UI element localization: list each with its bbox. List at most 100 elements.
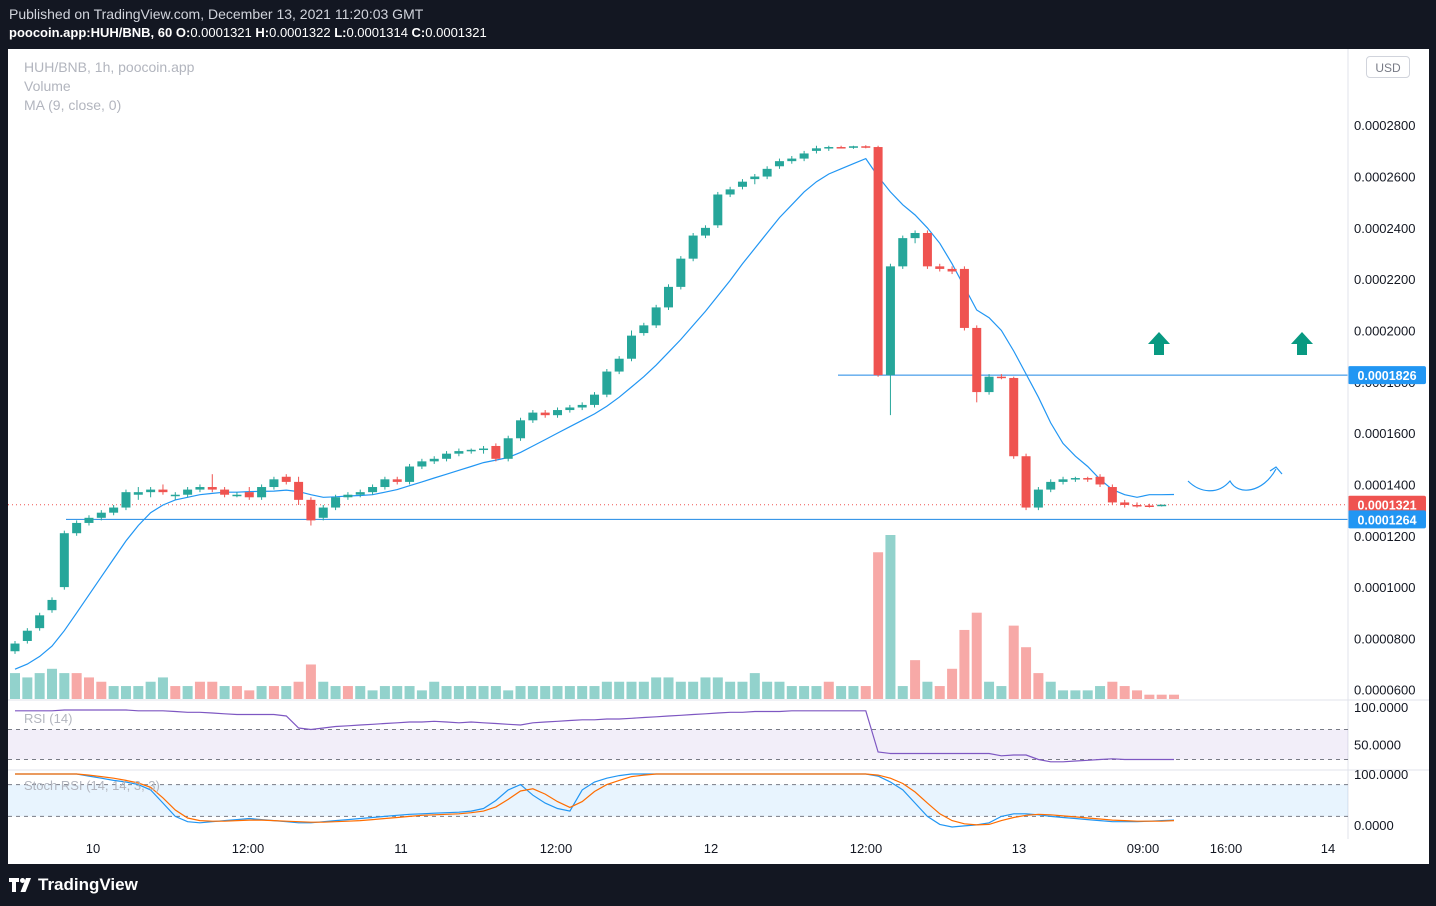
candle-body <box>195 487 205 490</box>
candle-body <box>1083 478 1093 480</box>
price-label-box <box>1348 510 1426 529</box>
volume-bar <box>256 686 267 699</box>
rsi-line <box>15 709 1174 763</box>
price-label-box <box>1348 366 1426 385</box>
candle-body <box>133 492 143 495</box>
candle-body <box>269 479 279 488</box>
candle-body <box>392 479 402 482</box>
volume-bar <box>922 681 933 699</box>
volume-bar <box>860 686 871 699</box>
volume-bar <box>971 612 982 699</box>
candle-body <box>35 615 45 629</box>
volume-bar <box>1156 694 1167 699</box>
candle-body <box>553 410 563 416</box>
volume-bar <box>725 681 736 699</box>
volume-bar <box>737 681 748 699</box>
x-tick-label: 11 <box>394 841 408 856</box>
volume-bar <box>22 677 33 699</box>
rsi-legend[interactable]: RSI (14) <box>24 711 73 726</box>
volume-bar <box>157 677 168 699</box>
candle-body <box>811 148 821 151</box>
volume-bar <box>947 668 958 699</box>
volume-legend[interactable]: Volume <box>24 78 71 94</box>
candle-body <box>479 448 489 451</box>
price-chart[interactable]: 10 12:00 11 12:00 12 12:00 13 09:00 16:00 14 0.000… <box>8 49 1429 864</box>
candle-body <box>84 517 94 523</box>
y-tick-label: 0.0001400 <box>1354 477 1415 492</box>
candle-body <box>614 358 624 372</box>
volume-bar <box>712 677 723 699</box>
x-tick-label: 10 <box>86 841 100 856</box>
close-value: 0.0001321 <box>425 25 487 40</box>
candle-body <box>651 307 661 326</box>
candle-body <box>1070 478 1080 480</box>
candle-body <box>824 147 834 149</box>
volume-bar <box>848 686 859 699</box>
candle-body <box>750 176 760 180</box>
y-tick-label: 0.0002600 <box>1354 170 1415 185</box>
candle-body <box>22 630 32 641</box>
volume-bar <box>1008 625 1019 699</box>
volume-bar <box>318 681 329 699</box>
x-tick-label: 14 <box>1321 841 1335 856</box>
volume-bar <box>934 686 945 699</box>
candle-body <box>898 238 908 267</box>
stoch-rsi-legend[interactable]: Stoch RSI (14, 14, 3, 3) <box>24 778 160 793</box>
candle-body <box>1033 489 1043 508</box>
candle-body <box>220 489 230 495</box>
volume-bar <box>589 686 600 699</box>
volume-bar <box>811 686 822 699</box>
volume-bar <box>59 673 70 699</box>
volume-bar <box>688 681 699 699</box>
candle-body <box>774 161 784 167</box>
volume-bar <box>466 686 477 699</box>
candle-body <box>663 286 673 308</box>
y-tick-label: 0.0002400 <box>1354 221 1415 236</box>
candle-body <box>799 153 809 159</box>
currency-button[interactable]: USD <box>1366 56 1410 78</box>
x-tick-label: 12:00 <box>850 841 883 856</box>
volume-bar <box>873 552 884 699</box>
ohlc-line: poocoin.app:HUH/BNB, 60 O:0.0001321 H:0.… <box>9 25 487 40</box>
candle-body <box>170 494 180 497</box>
up-arrow-annotation <box>1148 332 1170 355</box>
ma-line <box>14 157 1175 670</box>
candle-body <box>1120 502 1130 505</box>
volume-bar <box>897 686 908 699</box>
symbol-legend[interactable]: HUH/BNB, 1h, poocoin.app <box>24 59 195 75</box>
candle-body <box>306 499 316 521</box>
volume-bar <box>1082 690 1093 699</box>
candle-body <box>602 371 612 395</box>
candle-body <box>528 412 538 421</box>
candle-body <box>244 492 254 498</box>
candle-body <box>72 522 82 534</box>
volume-bar <box>1119 686 1130 699</box>
volume-bar <box>231 686 242 699</box>
volume-bar <box>1169 694 1180 699</box>
candle-body <box>1095 476 1105 485</box>
candle-body <box>368 487 378 493</box>
x-tick-label: 12:00 <box>232 841 265 856</box>
candle-body <box>725 189 735 195</box>
volume-bar <box>885 535 896 699</box>
tradingview-logo[interactable]: TradingView <box>9 874 138 896</box>
low-value: 0.0001314 <box>346 25 408 40</box>
volume-bar <box>71 673 82 699</box>
candle-body <box>516 420 526 439</box>
candle-body <box>565 407 575 411</box>
candle-body <box>207 487 217 490</box>
candle-body <box>848 146 858 148</box>
projected-path-annotation <box>1187 468 1277 492</box>
x-tick-label: 09:00 <box>1127 841 1160 856</box>
candle-body <box>1009 377 1019 457</box>
candle-body <box>1157 504 1167 507</box>
ma-legend[interactable]: MA (9, close, 0) <box>24 97 122 113</box>
candle-body <box>639 325 649 334</box>
volume-bar <box>219 686 230 699</box>
volume-bar <box>675 681 686 699</box>
chart-panel[interactable]: 10 12:00 11 12:00 12 12:00 13 09:00 16:00 14 0.000… <box>8 49 1429 864</box>
volume-bar <box>429 681 440 699</box>
candle-body <box>10 643 20 652</box>
candle-body <box>688 235 698 259</box>
volume-bar <box>108 686 119 699</box>
